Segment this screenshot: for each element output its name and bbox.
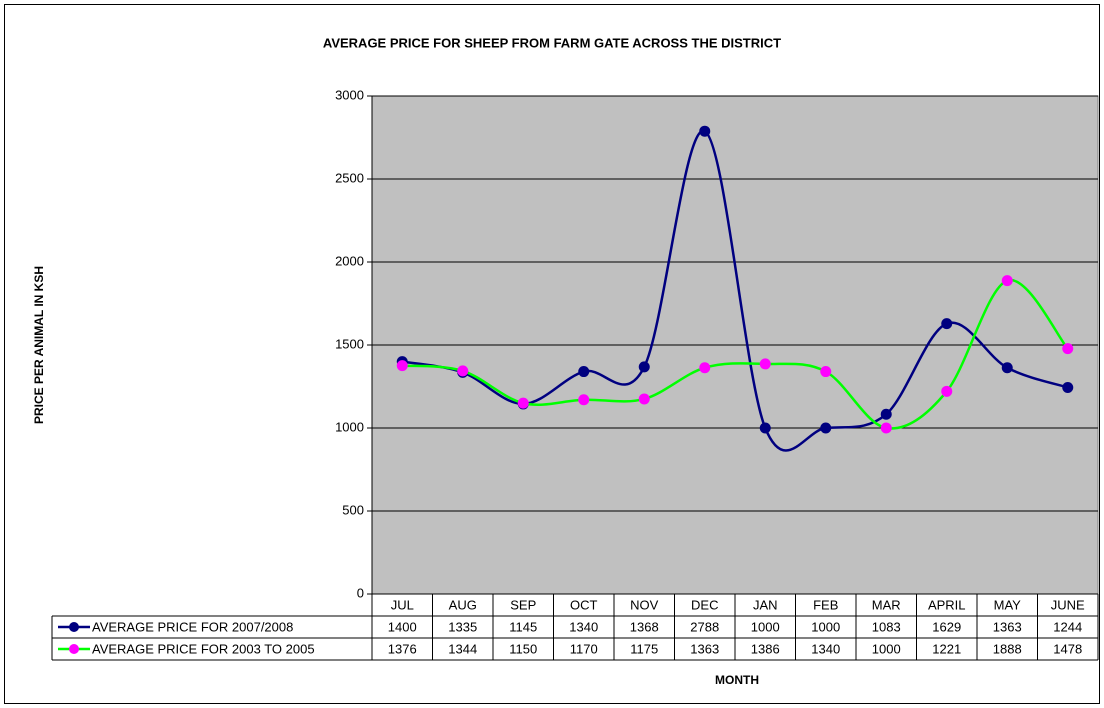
y-tick-label: 2000	[335, 253, 364, 268]
table-value: 1335	[448, 619, 477, 634]
marker	[699, 362, 711, 374]
x-tick-label: NOV	[630, 597, 659, 612]
x-tick-label: APRIL	[928, 597, 966, 612]
x-tick-label: DEC	[691, 597, 718, 612]
table-value: 1368	[630, 619, 659, 634]
table-value: 1478	[1053, 641, 1082, 656]
x-axis-label: MONTH	[715, 673, 759, 687]
table-value: 1244	[1053, 619, 1082, 634]
table-value: 1175	[630, 641, 658, 656]
x-tick-label: SEP	[510, 597, 536, 612]
marker	[941, 385, 953, 397]
marker	[759, 358, 771, 370]
x-tick-label: MAY	[994, 597, 1022, 612]
marker	[578, 366, 590, 378]
marker	[941, 318, 953, 330]
y-tick-label: 500	[342, 502, 364, 517]
marker	[820, 422, 832, 434]
table-value: 1376	[388, 641, 417, 656]
marker	[638, 361, 650, 373]
chart-title: AVERAGE PRICE FOR SHEEP FROM FARM GATE A…	[323, 35, 781, 50]
table-value: 2788	[690, 619, 719, 634]
legend-marker	[69, 622, 79, 632]
y-tick-label: 1500	[335, 336, 364, 351]
table-value: 1000	[872, 641, 901, 656]
marker	[578, 394, 590, 406]
table-value: 1629	[932, 619, 961, 634]
table-value: 1170	[570, 641, 598, 656]
x-tick-label: MAR	[872, 597, 901, 612]
table-value: 1363	[690, 641, 719, 656]
marker	[396, 360, 408, 372]
y-tick-label: 2500	[335, 170, 364, 185]
marker	[880, 408, 892, 420]
marker	[638, 393, 650, 405]
table-value: 1000	[811, 619, 840, 634]
y-tick-label: 0	[357, 585, 364, 600]
table-value: 1000	[751, 619, 780, 634]
legend-label: AVERAGE PRICE FOR 2003 TO 2005	[92, 641, 315, 656]
table-value: 1340	[811, 641, 840, 656]
table-value: 1340	[569, 619, 598, 634]
marker	[759, 422, 771, 434]
x-tick-label: FEB	[813, 597, 838, 612]
marker	[1062, 381, 1074, 393]
table-value: 1386	[751, 641, 780, 656]
table-value: 1363	[993, 619, 1022, 634]
x-tick-label: AUG	[449, 597, 477, 612]
marker	[457, 365, 469, 377]
table-value: 1221	[932, 641, 961, 656]
table-value: 1083	[872, 619, 901, 634]
marker	[820, 366, 832, 378]
marker	[517, 397, 529, 409]
table-value: 1888	[993, 641, 1022, 656]
table-value: 1150	[509, 641, 537, 656]
table-value: 1344	[448, 641, 477, 656]
x-tick-label: JUL	[391, 597, 414, 612]
marker	[1001, 362, 1013, 374]
table-value: 1145	[509, 619, 537, 634]
marker	[1062, 343, 1074, 355]
y-tick-label: 3000	[335, 87, 364, 102]
y-axis-label: PRICE PER ANIMAL IN KSH	[32, 266, 46, 424]
x-tick-label: OCT	[570, 597, 598, 612]
marker	[1001, 275, 1013, 287]
y-tick-label: 1000	[335, 419, 364, 434]
x-tick-label: JUNE	[1051, 597, 1085, 612]
legend-marker	[69, 644, 79, 654]
marker	[699, 125, 711, 137]
marker	[880, 422, 892, 434]
x-tick-label: JAN	[753, 597, 778, 612]
table-value: 1400	[388, 619, 417, 634]
legend-label: AVERAGE PRICE FOR 2007/2008	[92, 619, 293, 634]
